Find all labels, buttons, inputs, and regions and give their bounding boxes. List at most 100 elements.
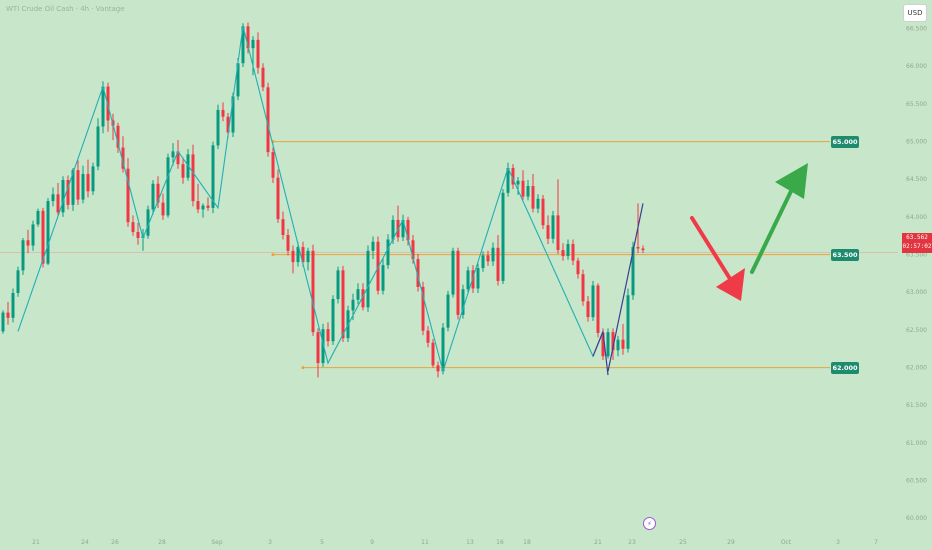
lightning-icon[interactable]: ⚡ <box>643 517 656 530</box>
candle-body <box>536 198 540 209</box>
candle-body <box>511 167 515 185</box>
candle-body <box>31 224 35 246</box>
candle-body <box>96 126 100 167</box>
up-arrow-shaft <box>750 183 796 274</box>
candle-body <box>441 327 445 372</box>
x-tick-label: Oct <box>781 539 792 546</box>
candle-body <box>86 173 90 192</box>
candle-body <box>361 289 365 308</box>
candle-body <box>581 274 585 302</box>
candle-body <box>36 210 40 225</box>
x-tick-label: 13 <box>466 539 474 546</box>
candle-body <box>46 201 50 264</box>
y-tick-label: 62.000 <box>906 365 927 372</box>
candle-body <box>331 299 335 342</box>
candle-body <box>236 63 240 97</box>
candle-body <box>571 244 575 261</box>
projection-line <box>607 203 644 372</box>
y-tick-label: 60.000 <box>906 515 927 522</box>
candle-body <box>341 270 345 339</box>
x-tick-label: 7 <box>874 539 878 546</box>
y-tick-label: 64.500 <box>906 176 927 183</box>
candle-body <box>101 86 105 127</box>
candle-body <box>366 250 370 308</box>
candle-body <box>1 312 5 332</box>
candle-body <box>496 247 500 281</box>
candle-body <box>376 241 380 291</box>
y-tick-label: 63.500 <box>906 252 927 259</box>
candle-body <box>576 260 580 275</box>
candle-body <box>591 285 595 318</box>
x-tick-label: 21 <box>594 539 602 546</box>
candle-body <box>446 294 450 328</box>
candle-body <box>401 219 405 238</box>
x-tick-label: 25 <box>679 539 687 546</box>
currency-button[interactable]: USD <box>903 4 927 22</box>
candle-body <box>161 202 165 216</box>
y-tick-label: 66.500 <box>906 26 927 33</box>
x-tick-label: Sep <box>211 539 223 546</box>
candle-body <box>616 339 620 351</box>
candle-body <box>261 67 265 88</box>
candle-body <box>381 265 385 291</box>
candle-body <box>596 285 600 333</box>
candle-body <box>41 210 45 264</box>
candle-body <box>276 177 280 220</box>
candle-body <box>391 219 395 240</box>
candle-body <box>116 125 120 148</box>
candle-body <box>506 167 510 193</box>
candle-body <box>146 209 150 236</box>
candle-body <box>16 270 20 293</box>
y-tick-label: 62.500 <box>906 327 927 334</box>
y-tick-label: 61.500 <box>906 402 927 409</box>
candle-body <box>171 151 175 158</box>
y-tick-label: 60.500 <box>906 478 927 485</box>
x-tick-label: 23 <box>628 539 636 546</box>
y-tick-label: 64.000 <box>906 214 927 221</box>
candle-body <box>71 170 75 205</box>
candle-body <box>531 186 535 209</box>
y-tick-label: 63.000 <box>906 289 927 296</box>
candle-body <box>636 247 640 249</box>
current-price-value: 63.562 <box>906 234 928 241</box>
candle-body <box>551 215 555 239</box>
candle-body <box>26 240 30 246</box>
candle-body <box>281 219 285 235</box>
candle-body <box>66 179 70 205</box>
candle-body <box>196 201 200 210</box>
candle-body <box>471 270 475 289</box>
x-tick-label: 3 <box>268 539 272 546</box>
x-tick-label: 11 <box>421 539 429 546</box>
y-tick-label: 66.000 <box>906 63 927 70</box>
candle-body <box>126 168 130 223</box>
candle-body <box>521 180 525 197</box>
candle-body <box>136 231 140 238</box>
down-arrow-head <box>716 268 745 301</box>
candle-body <box>501 192 505 281</box>
candle-body <box>206 205 210 208</box>
candle-body <box>631 247 635 296</box>
candle-body <box>431 342 435 366</box>
x-tick-label: 26 <box>111 539 119 546</box>
candle-body <box>226 116 230 133</box>
candle-body <box>266 87 270 153</box>
candle-body <box>221 109 225 117</box>
candle-body <box>336 270 340 300</box>
candle-body <box>621 339 625 349</box>
candle-body <box>566 244 570 257</box>
candle-body <box>456 250 460 315</box>
y-tick-label: 65.000 <box>906 139 927 146</box>
candle-body <box>526 186 530 197</box>
candle-body <box>61 179 65 213</box>
candle-body <box>121 147 125 169</box>
y-tick-label: 61.000 <box>906 440 927 447</box>
x-tick-label: 28 <box>158 539 166 546</box>
candle-body <box>76 170 80 200</box>
chart-title: WTI Crude Oil Cash · 4h · Vantage <box>6 5 125 13</box>
candle-body <box>211 145 215 208</box>
candle-body <box>561 250 565 257</box>
x-tick-label: 5 <box>320 539 324 546</box>
level-label-62: 62.000 <box>831 361 859 374</box>
